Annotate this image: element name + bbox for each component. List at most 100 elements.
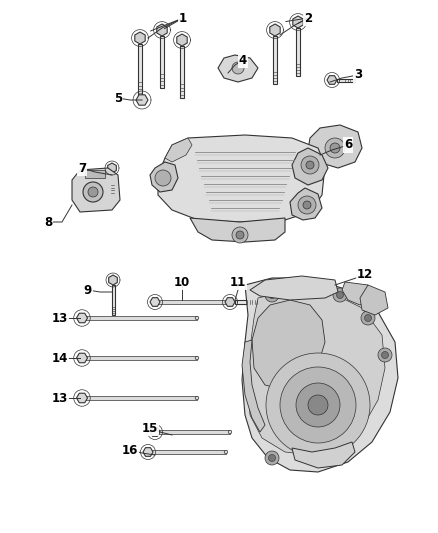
Polygon shape xyxy=(250,276,338,300)
Polygon shape xyxy=(82,316,197,320)
Polygon shape xyxy=(143,448,153,456)
Polygon shape xyxy=(150,297,160,306)
Circle shape xyxy=(228,300,232,304)
Polygon shape xyxy=(157,24,167,36)
Circle shape xyxy=(361,311,375,325)
Polygon shape xyxy=(109,275,117,285)
Text: 5: 5 xyxy=(114,92,122,104)
Circle shape xyxy=(364,314,371,321)
Circle shape xyxy=(224,450,228,454)
Text: 1: 1 xyxy=(179,12,187,25)
Circle shape xyxy=(265,288,279,302)
Polygon shape xyxy=(242,278,398,472)
Text: 14: 14 xyxy=(52,351,68,365)
Polygon shape xyxy=(77,353,88,363)
Polygon shape xyxy=(77,393,88,403)
Polygon shape xyxy=(77,313,88,323)
Circle shape xyxy=(381,351,389,359)
Circle shape xyxy=(291,283,305,297)
Circle shape xyxy=(298,196,316,214)
Text: 4: 4 xyxy=(239,53,247,67)
Circle shape xyxy=(333,288,347,302)
Polygon shape xyxy=(235,300,257,304)
Circle shape xyxy=(155,170,171,186)
Circle shape xyxy=(325,138,345,158)
Circle shape xyxy=(330,143,340,153)
Circle shape xyxy=(280,367,356,443)
Polygon shape xyxy=(108,163,117,173)
Text: 9: 9 xyxy=(84,284,92,296)
Circle shape xyxy=(88,187,98,197)
Text: 16: 16 xyxy=(122,443,138,456)
Polygon shape xyxy=(150,162,178,192)
Text: 8: 8 xyxy=(44,215,52,229)
Polygon shape xyxy=(293,16,303,28)
Polygon shape xyxy=(308,125,362,168)
Polygon shape xyxy=(136,95,148,105)
Polygon shape xyxy=(82,396,197,400)
Circle shape xyxy=(266,353,370,457)
Polygon shape xyxy=(110,173,113,195)
Polygon shape xyxy=(292,148,328,185)
Circle shape xyxy=(268,455,276,462)
Polygon shape xyxy=(82,356,197,360)
Circle shape xyxy=(268,292,276,298)
Polygon shape xyxy=(155,300,230,304)
Circle shape xyxy=(303,201,311,209)
Polygon shape xyxy=(218,55,258,82)
Text: 7: 7 xyxy=(78,161,86,174)
Polygon shape xyxy=(292,442,355,468)
Polygon shape xyxy=(342,282,372,305)
Circle shape xyxy=(195,356,199,360)
Circle shape xyxy=(83,182,103,202)
Polygon shape xyxy=(135,32,145,44)
Polygon shape xyxy=(290,188,322,220)
Text: 2: 2 xyxy=(304,12,312,25)
Polygon shape xyxy=(273,36,277,84)
Circle shape xyxy=(296,383,340,427)
Polygon shape xyxy=(160,36,164,88)
Circle shape xyxy=(195,316,199,320)
Circle shape xyxy=(378,348,392,362)
Circle shape xyxy=(232,227,248,243)
Polygon shape xyxy=(158,135,325,222)
Polygon shape xyxy=(155,430,230,434)
Polygon shape xyxy=(148,450,226,454)
Polygon shape xyxy=(248,290,385,455)
Polygon shape xyxy=(270,24,280,36)
Polygon shape xyxy=(360,285,388,315)
Polygon shape xyxy=(180,46,184,98)
Polygon shape xyxy=(165,138,192,162)
Circle shape xyxy=(236,231,244,239)
Polygon shape xyxy=(138,44,142,96)
Circle shape xyxy=(294,287,301,294)
Polygon shape xyxy=(225,297,235,306)
Circle shape xyxy=(301,156,319,174)
Text: 10: 10 xyxy=(174,276,190,288)
Polygon shape xyxy=(337,78,355,82)
Text: 12: 12 xyxy=(357,269,373,281)
Polygon shape xyxy=(327,76,337,84)
Circle shape xyxy=(232,62,244,74)
Polygon shape xyxy=(177,34,187,46)
Polygon shape xyxy=(72,168,120,212)
Circle shape xyxy=(228,430,232,434)
Polygon shape xyxy=(112,285,114,315)
Text: 13: 13 xyxy=(52,392,68,405)
Text: 3: 3 xyxy=(354,69,362,82)
Text: 6: 6 xyxy=(344,139,352,151)
Text: 11: 11 xyxy=(230,276,246,288)
Polygon shape xyxy=(150,427,160,437)
Circle shape xyxy=(195,396,199,400)
Polygon shape xyxy=(85,170,105,178)
Circle shape xyxy=(265,451,279,465)
Polygon shape xyxy=(252,300,325,390)
Polygon shape xyxy=(296,28,300,76)
Text: 13: 13 xyxy=(52,311,68,325)
Circle shape xyxy=(308,395,328,415)
Text: 15: 15 xyxy=(142,422,158,434)
Polygon shape xyxy=(242,340,265,432)
Circle shape xyxy=(336,292,343,298)
Circle shape xyxy=(306,161,314,169)
Polygon shape xyxy=(190,218,285,242)
